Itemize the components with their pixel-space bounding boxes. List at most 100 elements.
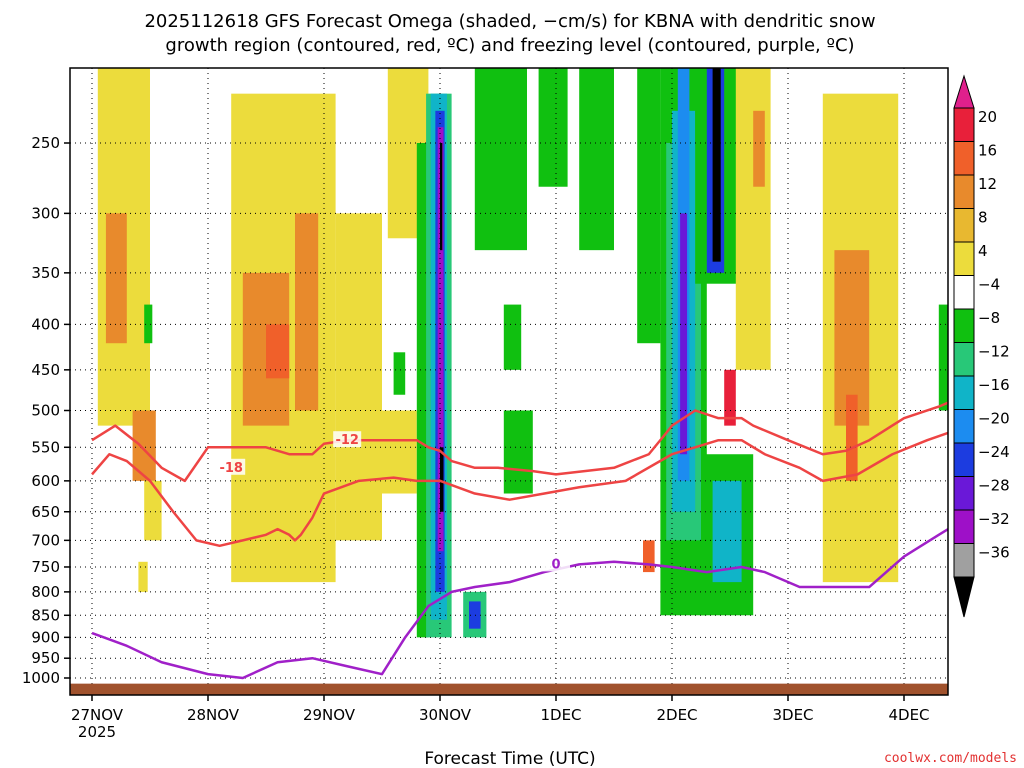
omega-cell xyxy=(846,394,858,481)
omega-cell xyxy=(132,410,156,481)
colorbar-label: −20 xyxy=(978,410,1010,428)
plot-area: -12 -18 0 xyxy=(69,67,949,696)
omega-cell xyxy=(712,68,721,262)
colorbar-bin xyxy=(953,208,975,243)
contour-label: 0 xyxy=(551,557,560,572)
omega-cell xyxy=(266,324,290,379)
omega-cell xyxy=(579,68,614,251)
colorbar: 20 16 12 8 4 −4 −8 −12 −16 −20 −24 −28 −32 −36 xyxy=(953,74,1010,618)
y-tick-label: 250 xyxy=(31,134,60,152)
contour-dgz_-12 xyxy=(91,401,949,483)
y-tick-label: 650 xyxy=(31,503,60,521)
x-tick-label: 27NOV xyxy=(71,706,124,724)
colorbar-bin xyxy=(953,308,975,343)
colorbar-bottom-arrow xyxy=(953,576,975,618)
omega-cell xyxy=(393,352,406,395)
chart-title-line-2: growth region (contoured, red, ºC) and f… xyxy=(165,35,854,56)
chart-title-line-1: 2025112618 GFS Forecast Omega (shaded, −… xyxy=(144,11,875,32)
omega-cell xyxy=(469,601,481,629)
contour-layer: -12 -18 0 xyxy=(91,401,949,680)
colorbar-bin xyxy=(953,141,975,176)
y-tick-label: 1000 xyxy=(22,669,60,687)
y-tick-label: 950 xyxy=(31,649,60,667)
colorbar-bin xyxy=(953,275,975,310)
contour-label: -12 xyxy=(335,433,359,448)
omega-cell xyxy=(538,68,568,187)
colorbar-bin xyxy=(953,375,975,410)
colorbar-label: −36 xyxy=(978,544,1010,562)
colorbar-top-arrow xyxy=(953,74,975,109)
x-axis-label: Forecast Time (UTC) xyxy=(424,749,595,768)
y-tick-label: 900 xyxy=(31,628,60,646)
omega-cell xyxy=(938,304,948,411)
x-tick-label: 4DEC xyxy=(888,706,929,724)
x-tick-sublabel: 2025 xyxy=(78,723,116,741)
omega-cell xyxy=(335,213,382,541)
x-tick-label: 29NOV xyxy=(303,706,356,724)
y-tick-label: 300 xyxy=(31,204,60,222)
omega-cell xyxy=(474,68,527,251)
contour-label: -18 xyxy=(219,461,243,476)
x-tick-label: 3DEC xyxy=(772,706,813,724)
omega-cell xyxy=(637,68,661,344)
omega-cell xyxy=(503,410,533,494)
colorbar-label: −24 xyxy=(978,443,1010,461)
omega-shading-layer xyxy=(97,68,948,638)
omega-cell xyxy=(144,304,153,344)
y-tick-label: 750 xyxy=(31,558,60,576)
omega-cell xyxy=(680,213,688,455)
y-tick-label: 450 xyxy=(31,361,60,379)
colorbar-bin xyxy=(953,476,975,511)
omega-cell xyxy=(753,110,765,187)
colorbar-label: 8 xyxy=(978,209,988,227)
colorbar-bin xyxy=(953,543,975,578)
omega-cell xyxy=(712,480,742,583)
x-tick-label: 1DEC xyxy=(540,706,581,724)
omega-cell xyxy=(138,561,148,592)
contour-label-bg xyxy=(333,431,362,448)
contour-label-bg xyxy=(217,458,246,475)
omega-cell xyxy=(643,540,655,573)
y-tick-label: 400 xyxy=(31,315,60,333)
y-tick-label: 500 xyxy=(31,402,60,420)
contour-dgz_-18 xyxy=(91,431,949,548)
colorbar-label: 12 xyxy=(978,175,997,193)
colorbar-label: −16 xyxy=(978,376,1010,394)
colorbar-bin xyxy=(953,174,975,209)
contour-freezing_0 xyxy=(91,528,949,680)
colorbar-label: −32 xyxy=(978,510,1010,528)
credit-text: coolwx.com/models xyxy=(884,751,1017,766)
colorbar-label: 20 xyxy=(978,108,997,126)
omega-cell xyxy=(437,127,444,552)
contour-label-bg xyxy=(542,555,570,572)
y-tick-label: 800 xyxy=(31,583,60,601)
omega-cell xyxy=(724,369,736,426)
omega-cell xyxy=(105,213,127,344)
colorbar-label: −28 xyxy=(978,477,1010,495)
x-tick-label: 30NOV xyxy=(419,706,472,724)
y-tick-label: 550 xyxy=(31,438,60,456)
ground-surface xyxy=(70,683,948,695)
colorbar-bin xyxy=(953,409,975,444)
colorbar-label: 4 xyxy=(978,242,988,260)
colorbar-bin xyxy=(953,342,975,377)
omega-cell xyxy=(295,213,319,411)
colorbar-label: 16 xyxy=(978,142,997,160)
y-tick-label: 850 xyxy=(31,606,60,624)
y-tick-label: 600 xyxy=(31,472,60,490)
colorbar-bin xyxy=(953,442,975,477)
colorbar-label: −4 xyxy=(978,276,1000,294)
y-tick-label: 700 xyxy=(31,531,60,549)
x-tick-label: 2DEC xyxy=(656,706,697,724)
y-axis: 250 300 350 400 450 500 550 600 650 700 750 800 850 9… xyxy=(22,134,70,687)
colorbar-label: −8 xyxy=(978,309,1000,327)
x-tick-label: 28NOV xyxy=(187,706,240,724)
omega-cell xyxy=(440,143,443,251)
omega-cell xyxy=(416,143,429,638)
plot-frame xyxy=(69,67,949,696)
omega-cell xyxy=(503,304,522,370)
colorbar-bin xyxy=(953,241,975,276)
omega-cell xyxy=(440,447,444,512)
